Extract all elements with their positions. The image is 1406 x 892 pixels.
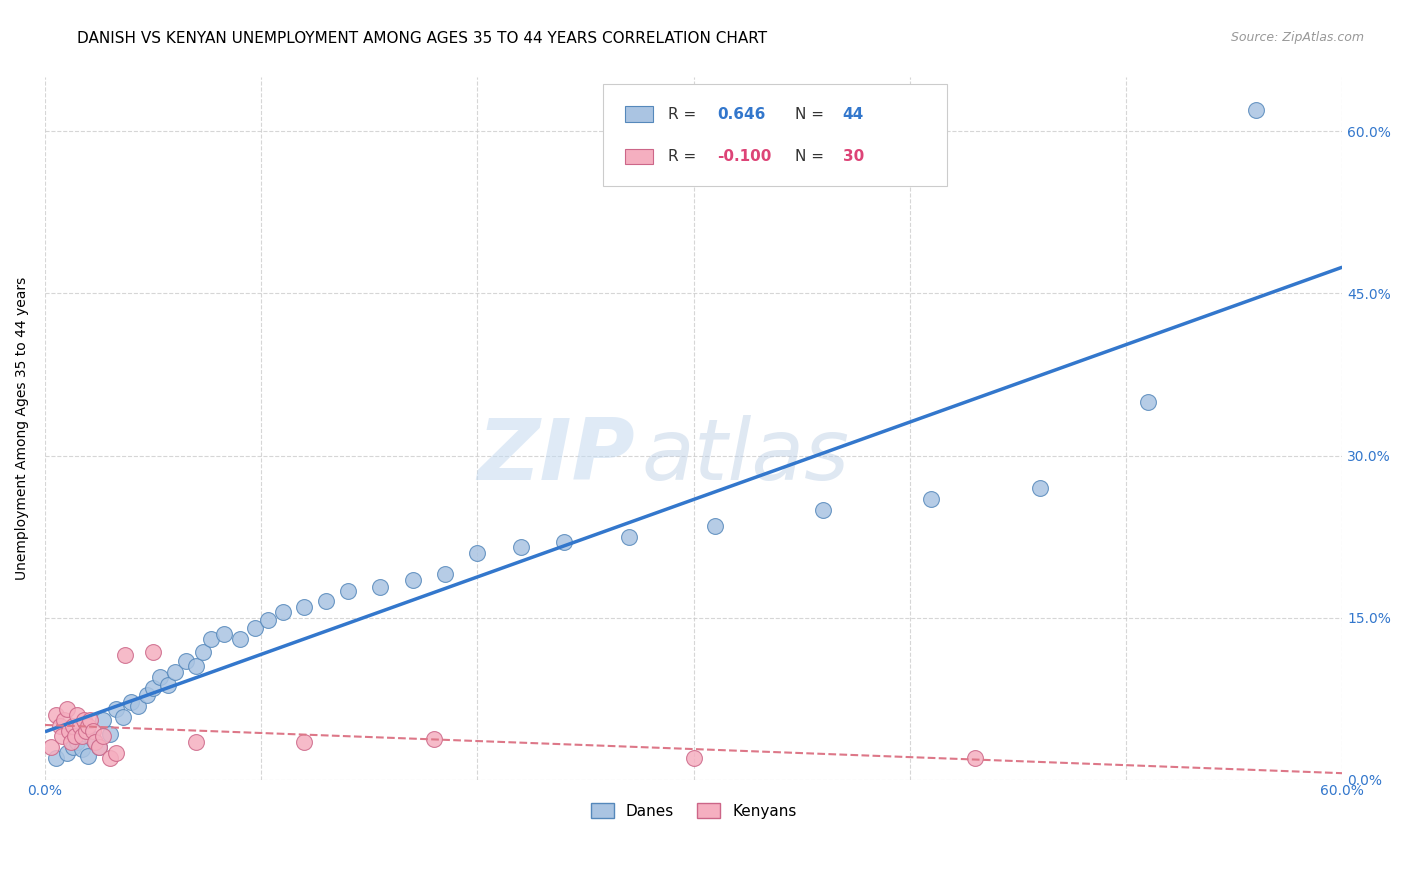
Point — [83, 735, 105, 749]
Text: atlas: atlas — [641, 415, 849, 498]
Point — [127, 699, 149, 714]
Point — [62, 740, 84, 755]
Point — [77, 718, 100, 732]
Point — [553, 535, 575, 549]
Text: R =: R = — [668, 149, 700, 164]
Point — [120, 695, 142, 709]
Point — [135, 689, 157, 703]
Point — [142, 645, 165, 659]
Point — [509, 541, 531, 555]
Point — [1136, 394, 1159, 409]
Point — [336, 583, 359, 598]
Point — [70, 742, 93, 756]
Point — [65, 730, 87, 744]
FancyBboxPatch shape — [603, 85, 946, 186]
Point — [87, 740, 110, 755]
Point — [70, 730, 93, 744]
Point — [73, 713, 96, 727]
Point — [79, 713, 101, 727]
Point — [423, 731, 446, 746]
Point — [59, 735, 82, 749]
Point — [186, 735, 208, 749]
Text: N =: N = — [794, 149, 828, 164]
Point — [62, 718, 84, 732]
Point — [41, 740, 63, 755]
Point — [617, 530, 640, 544]
Point — [98, 727, 121, 741]
Point — [82, 724, 104, 739]
Point — [682, 751, 704, 765]
Point — [243, 621, 266, 635]
Point — [1244, 103, 1267, 117]
Point — [82, 731, 104, 746]
Text: Source: ZipAtlas.com: Source: ZipAtlas.com — [1230, 31, 1364, 45]
Text: DANISH VS KENYAN UNEMPLOYMENT AMONG AGES 35 TO 44 YEARS CORRELATION CHART: DANISH VS KENYAN UNEMPLOYMENT AMONG AGES… — [77, 31, 768, 46]
Point — [467, 546, 489, 560]
Point — [114, 648, 136, 663]
Point — [214, 627, 236, 641]
Point — [87, 740, 110, 755]
Y-axis label: Unemployment Among Ages 35 to 44 years: Unemployment Among Ages 35 to 44 years — [15, 277, 30, 580]
Point — [58, 724, 80, 739]
Point — [1028, 481, 1050, 495]
Point — [813, 502, 835, 516]
Point — [93, 730, 115, 744]
Point — [51, 730, 73, 744]
Point — [294, 599, 316, 614]
Point — [368, 580, 391, 594]
Point — [148, 670, 170, 684]
Point — [105, 746, 128, 760]
Point — [98, 751, 121, 765]
Point — [77, 748, 100, 763]
Point — [105, 702, 128, 716]
Point — [66, 707, 89, 722]
Point — [69, 718, 91, 732]
Point — [191, 645, 214, 659]
Point — [157, 677, 180, 691]
Point — [228, 632, 250, 647]
Point — [433, 567, 456, 582]
Point — [53, 713, 76, 727]
Point — [55, 746, 77, 760]
Point — [704, 518, 727, 533]
Text: ZIP: ZIP — [478, 415, 636, 498]
Point — [55, 702, 77, 716]
Point — [45, 751, 67, 765]
Text: -0.100: -0.100 — [717, 149, 772, 164]
Point — [401, 573, 423, 587]
Text: 30: 30 — [842, 149, 865, 164]
Point — [75, 724, 97, 739]
Text: N =: N = — [794, 106, 828, 121]
Point — [186, 659, 208, 673]
Point — [142, 681, 165, 695]
Point — [271, 605, 294, 619]
Point — [315, 594, 337, 608]
FancyBboxPatch shape — [624, 106, 654, 122]
Point — [45, 707, 67, 722]
Point — [66, 735, 89, 749]
Point — [294, 735, 316, 749]
Point — [920, 491, 942, 506]
Text: 0.646: 0.646 — [717, 106, 765, 121]
Text: R =: R = — [668, 106, 700, 121]
Point — [963, 751, 986, 765]
Point — [174, 654, 197, 668]
Point — [93, 713, 115, 727]
Point — [111, 710, 134, 724]
Point — [163, 665, 186, 679]
Point — [256, 613, 278, 627]
Text: 44: 44 — [842, 106, 865, 121]
Legend: Danes, Kenyans: Danes, Kenyans — [585, 797, 803, 824]
Point — [200, 632, 222, 647]
FancyBboxPatch shape — [624, 149, 654, 164]
Point — [49, 718, 72, 732]
